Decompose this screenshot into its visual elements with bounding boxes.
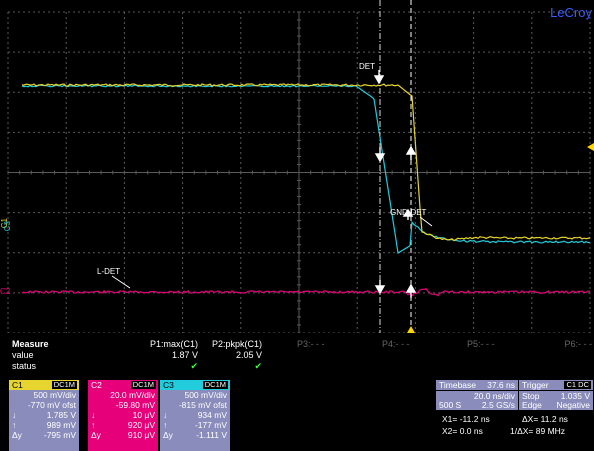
c2-delta: Δy 910 μV <box>91 430 155 440</box>
c3-cursor1: ↓ 934 mV <box>163 410 227 420</box>
c3-offset: -815 mV ofst <box>178 400 227 410</box>
c2-coupling-badge: DC1M <box>130 380 156 389</box>
c1-offset: -770 mV ofst <box>27 400 76 410</box>
status-label: status <box>12 361 37 371</box>
timebase-label: Timebase <box>439 380 477 390</box>
l-det-pointer <box>111 275 131 289</box>
c3-delta: Δy -1.111 V <box>163 430 227 440</box>
p1-value: 1.87 V <box>171 350 198 360</box>
measure-p6-header[interactable]: P6:- - - <box>564 339 592 349</box>
trigger-level: 1.035 V <box>560 391 590 401</box>
c3-cursor2: ↑ -177 mV <box>163 420 227 430</box>
label-gnd-det: GND-DET <box>390 208 427 217</box>
timebase-per-div: 20.0 ns/div <box>473 391 515 401</box>
c3-ground-marker[interactable]: C3 <box>3 221 12 232</box>
gnd-det-pointer <box>419 216 433 227</box>
delta-y-icon: Δy <box>12 430 22 440</box>
c2-cursor2: ↑ 920 μV <box>91 420 155 430</box>
up-arrow-icon: ↑ <box>91 420 96 430</box>
c2-name: C2 <box>91 380 102 390</box>
c1-name: C1 <box>12 380 23 390</box>
c2-vdiv: 20.0 mV/div <box>110 390 155 400</box>
trigger-source-badge: C1 DC <box>564 380 591 389</box>
trace-c2 <box>21 287 590 297</box>
measure-p2-header[interactable]: P2:pkpk(C1) <box>211 339 262 349</box>
cursor-dx: ΔX= 11.2 ns <box>522 414 568 424</box>
trigger-mode: Stop <box>522 391 540 401</box>
label-det: DET <box>359 62 375 71</box>
channel-c1-box[interactable]: C1 DC1M 500 mV/div -770 mV ofst ↓ 1.785 V … <box>9 380 79 451</box>
c3-name: C3 <box>163 380 174 390</box>
value-label: value <box>12 350 34 360</box>
p2-value: 2.05 V <box>235 350 262 360</box>
c1-delta: Δy -795 mV <box>12 430 76 440</box>
c3-coupling-badge: DC1M <box>202 380 228 389</box>
trigger-slope: Negative <box>556 400 590 410</box>
cursor-readout: X1= -11.2 ns ΔX= 11.2 ns X2= 0.0 ns 1/ΔX= … <box>442 413 592 437</box>
trigger-box[interactable]: Trigger C1 DC Stop 1.035 V Edge Negative <box>519 380 593 410</box>
p2-status-check-icon: ✔ <box>254 361 262 371</box>
measure-value-row: value 1.87 V 2.05 V <box>12 350 594 361</box>
measure-header-row: Measure P1:max(C1) P2:pkpk(C1) P3:- - - … <box>12 339 594 350</box>
measure-p1-header[interactable]: P1:max(C1) <box>149 339 198 349</box>
trace-c1 <box>21 83 591 242</box>
measure-p5-header[interactable]: P5:- - - <box>467 339 495 349</box>
c1-cursor2: ↑ 989 mV <box>12 420 76 430</box>
c2-cursor1: ↓ 10 μV <box>91 410 155 420</box>
waveform-grid[interactable]: DET GND-DET L-DET <box>0 0 594 333</box>
c2-offset: -59.80 mV <box>115 400 155 410</box>
measure-title[interactable]: Measure <box>12 339 49 349</box>
timebase-box[interactable]: Timebase 37.6 ns 20.0 ns/div 500 S 2.5 G… <box>436 380 518 410</box>
grid-lines <box>7 11 591 333</box>
cursor-inv-dx: 1/ΔX= 89 MHz <box>510 426 566 436</box>
label-l-det: L-DET <box>97 267 120 276</box>
p1-status-check-icon: ✔ <box>190 361 198 371</box>
delta-y-icon: Δy <box>163 430 173 440</box>
down-arrow-icon: ↓ <box>163 410 168 420</box>
cursor-arrow-icons <box>373 70 417 298</box>
cursor-x1: X1= -11.2 ns <box>442 414 490 424</box>
c1-cursor1: ↓ 1.785 V <box>12 410 76 420</box>
c3-vdiv: 500 mV/div <box>184 390 227 400</box>
measure-panel: Measure P1:max(C1) P2:pkpk(C1) P3:- - - … <box>0 338 594 451</box>
measure-p3-header[interactable]: P3:- - - <box>297 339 325 349</box>
trigger-label: Trigger <box>522 380 549 390</box>
c1-vdiv: 500 mV/div <box>33 390 76 400</box>
up-arrow-icon: ↑ <box>163 420 168 430</box>
measure-p4-header[interactable]: P4:- - - <box>382 339 410 349</box>
measure-status-row: status ✔ ✔ <box>12 361 594 372</box>
timebase-rate: 2.5 GS/s <box>481 400 515 410</box>
down-arrow-icon: ↓ <box>12 410 17 420</box>
channel-c3-box[interactable]: C3 DC1M 500 mV/div -815 mV ofst ↓ 934 mV ↑… <box>160 380 230 451</box>
c2-ground-marker[interactable]: C2 <box>0 287 11 296</box>
timebase-delay: 37.6 ns <box>487 380 515 390</box>
cursor-x2: X2= 0.0 ns <box>442 426 483 436</box>
trigger-position-icon <box>407 326 415 333</box>
timebase-samples: 500 S <box>439 400 462 410</box>
trace-c3 <box>21 84 591 254</box>
down-arrow-icon: ↓ <box>91 410 96 420</box>
delta-y-icon: Δy <box>91 430 101 440</box>
trigger-type: Edge <box>522 400 542 410</box>
trigger-level-icon[interactable] <box>587 143 594 151</box>
channel-c2-box[interactable]: C2 DC1M 20.0 mV/div -59.80 mV ↓ 10 μV ↑ 920… <box>88 380 158 451</box>
brand-logo: LeCroy <box>550 5 592 20</box>
up-arrow-icon: ↑ <box>12 420 17 430</box>
c1-coupling-badge: DC1M <box>51 380 77 389</box>
